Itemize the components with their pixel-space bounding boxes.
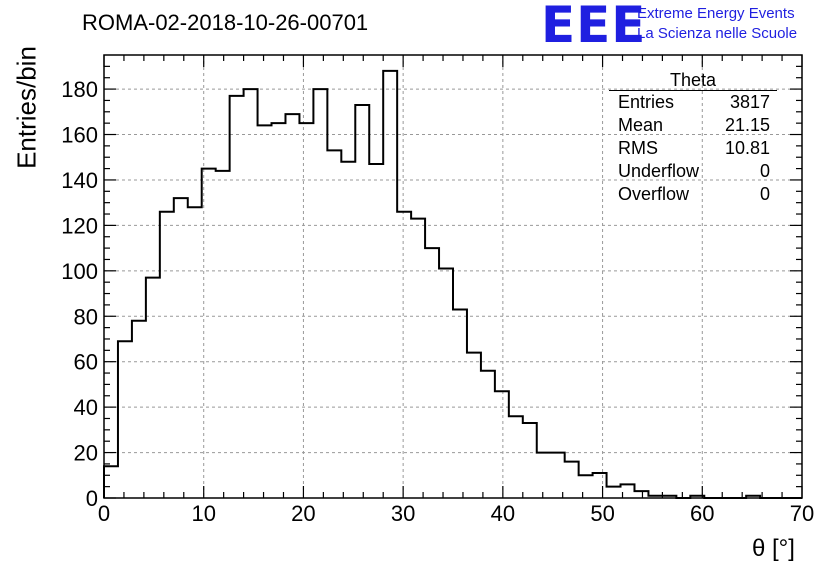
stats-label: RMS — [618, 138, 658, 158]
x-tick-label: 30 — [391, 501, 415, 526]
y-tick-label: 80 — [74, 304, 98, 329]
stats-value: 0 — [759, 161, 770, 181]
eee-logo: EEE — [541, 0, 647, 54]
stats-label: Overflow — [618, 184, 690, 204]
y-tick-label: 60 — [74, 350, 98, 375]
axis-ticks: 0 10 20 30 40 50 60 70 0 20 40 60 80 100 120 140 160 180 — [61, 55, 814, 526]
stats-row-rms: RMS 10.81 — [609, 137, 777, 160]
y-tick-label: 0 — [86, 486, 98, 511]
logo-subtitle-line2: La Scienza nelle Scuole — [637, 25, 798, 42]
stats-value: 21.15 — [724, 115, 770, 135]
stats-value: 10.81 — [724, 138, 770, 158]
chart-title: ROMA-02-2018-10-26-00701 — [82, 10, 369, 35]
stats-value: 3817 — [729, 92, 770, 112]
stats-label: Entries — [618, 92, 675, 112]
x-tick-label: 20 — [291, 501, 315, 526]
stats-row-mean: Mean 21.15 — [609, 114, 777, 137]
stats-row-entries: Entries 3817 — [609, 91, 777, 114]
x-tick-label: 40 — [491, 501, 515, 526]
y-tick-label: 20 — [74, 441, 98, 466]
x-tick-label: 60 — [690, 501, 714, 526]
x-tick-label: 10 — [191, 501, 215, 526]
x-tick-label: 70 — [790, 501, 814, 526]
stats-label: Mean — [618, 115, 664, 135]
y-tick-label: 180 — [61, 77, 98, 102]
stats-value: 0 — [759, 184, 770, 204]
stats-box: Theta Entries 3817 Mean 21.15 RMS 10.81 … — [609, 70, 777, 206]
y-tick-label: 120 — [61, 213, 98, 238]
y-tick-label: 40 — [74, 395, 98, 420]
x-tick-label: 0 — [98, 501, 110, 526]
x-tick-label: 50 — [590, 501, 614, 526]
plot-frame — [103, 54, 803, 499]
stats-label: Underflow — [618, 161, 700, 181]
y-axis-label: Entries/bin — [11, 46, 42, 169]
stats-row-overflow: Overflow 0 — [609, 183, 777, 206]
y-tick-label: 140 — [61, 168, 98, 193]
stats-title: Theta — [609, 70, 777, 91]
y-tick-label: 100 — [61, 259, 98, 284]
y-tick-label: 160 — [61, 123, 98, 148]
logo-subtitle-line1: Extreme Energy Events — [637, 5, 795, 22]
stats-row-underflow: Underflow 0 — [609, 160, 777, 183]
histogram-series-line — [103, 69, 802, 499]
x-axis-label: θ [°] — [752, 535, 795, 562]
